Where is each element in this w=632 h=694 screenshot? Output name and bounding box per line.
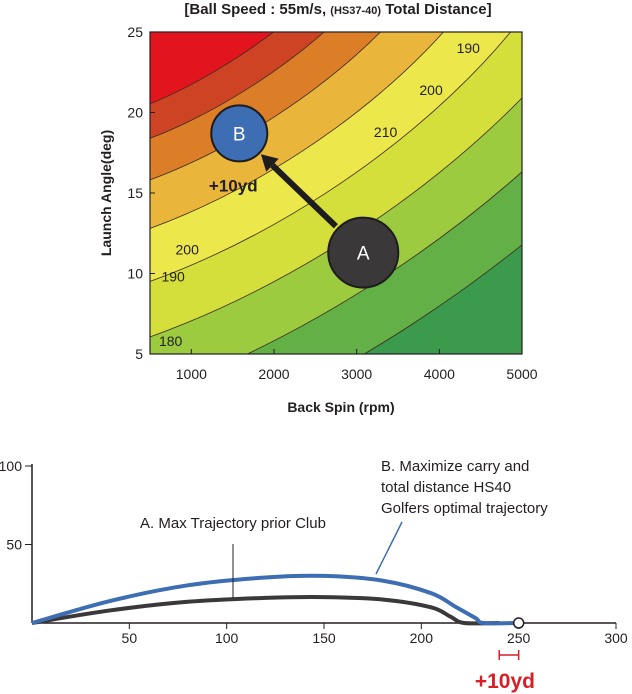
contour-label: 180 — [159, 333, 183, 349]
title-part2: (HS37-40) — [330, 5, 381, 17]
annotation-b-line: Golfers optimal trajectory — [381, 500, 548, 517]
traj-y-tick-label: 50 — [6, 537, 22, 553]
contour-label: 200 — [176, 241, 200, 257]
contour-band-6 — [150, 32, 457, 202]
ball-icon — [512, 617, 525, 629]
contour-label: 190 — [161, 269, 185, 285]
point-b — [210, 104, 269, 163]
traj-x-tick-label: 250 — [507, 630, 531, 646]
annotation-b-leader — [375, 521, 403, 575]
point-a — [327, 216, 400, 289]
x-tick-label: 5000 — [506, 366, 537, 382]
improvement-arrow-head — [260, 154, 279, 172]
x-tick-label: 4000 — [424, 366, 455, 382]
y-tick-label: 25 — [127, 24, 143, 40]
contour-band-4 — [150, 32, 522, 315]
y-tick-label: 5 — [135, 346, 143, 362]
trajectory-b — [31, 573, 519, 626]
contour-label: 190 — [457, 40, 481, 56]
contour-band-7 — [150, 32, 399, 156]
x-axis-label: Back Spin (rpm) — [287, 399, 394, 415]
traj-x-tick-label: 150 — [312, 630, 336, 646]
contour-title: [Ball Speed : 55m/s, (HS37-40) Total Dis… — [184, 1, 491, 18]
annotation-b-line: total distance HS40 — [381, 479, 511, 496]
contour-band-8 — [150, 32, 348, 116]
improvement-arrow-shaft — [270, 163, 338, 229]
trajectory-a — [31, 594, 500, 626]
traj-y-tick-label: 100 — [0, 458, 22, 474]
contour-label: 210 — [374, 124, 398, 140]
point-label-b: B — [233, 124, 246, 145]
title-part1: [Ball Speed : 55m/s, — [184, 1, 330, 18]
y-axis-label: Launch Angle(deg) — [98, 130, 114, 256]
annotation-a: A. Max Trajectory prior Club — [140, 515, 326, 532]
x-tick-label: 1000 — [176, 366, 207, 382]
x-tick-label: 2000 — [258, 366, 289, 382]
traj-x-tick-label: 50 — [122, 630, 138, 646]
x-tick-label: 3000 — [341, 366, 372, 382]
title-part3: Total Distance] — [381, 1, 492, 18]
y-tick-label: 15 — [127, 185, 143, 201]
contour-label: 200 — [419, 82, 443, 98]
traj-x-tick-label: 300 — [604, 630, 628, 646]
trajectory-plot: 50 100 150 200 250 300 50 100 A. Max Trajectory… — [0, 458, 628, 693]
traj-x-tick-label: 200 — [410, 630, 434, 646]
point-label-a: A — [357, 244, 370, 265]
y-tick-label: 10 — [127, 266, 143, 282]
annotation-b-line: B. Maximize carry and — [381, 458, 529, 475]
gain-label-bottom: +10yd — [475, 670, 535, 693]
gain-label-top: +10yd — [209, 176, 258, 195]
y-tick-label: 20 — [127, 105, 143, 121]
traj-x-tick-label: 100 — [215, 630, 239, 646]
contour-band-5 — [150, 32, 522, 256]
